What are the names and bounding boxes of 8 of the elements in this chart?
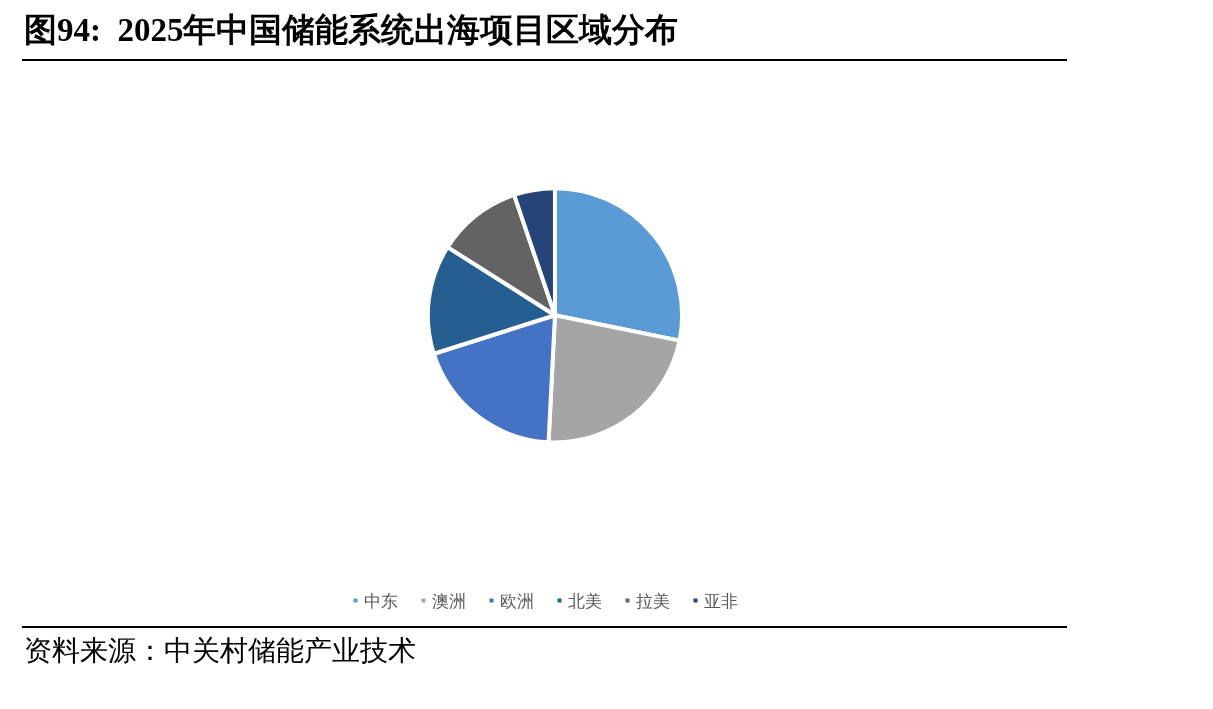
chart-title: 图94: 2025年中国储能系统出海项目区域分布	[22, 8, 1067, 61]
legend-label: 亚非	[703, 590, 738, 611]
text: 资料来源：中关村储能产业技术	[24, 634, 417, 668]
legend-label: 欧洲	[499, 590, 534, 611]
legend-label: 中东	[363, 590, 398, 611]
legend-label: 拉美	[635, 590, 670, 611]
legend-label: 澳洲	[431, 590, 466, 611]
legend-label: 北美	[567, 590, 602, 611]
